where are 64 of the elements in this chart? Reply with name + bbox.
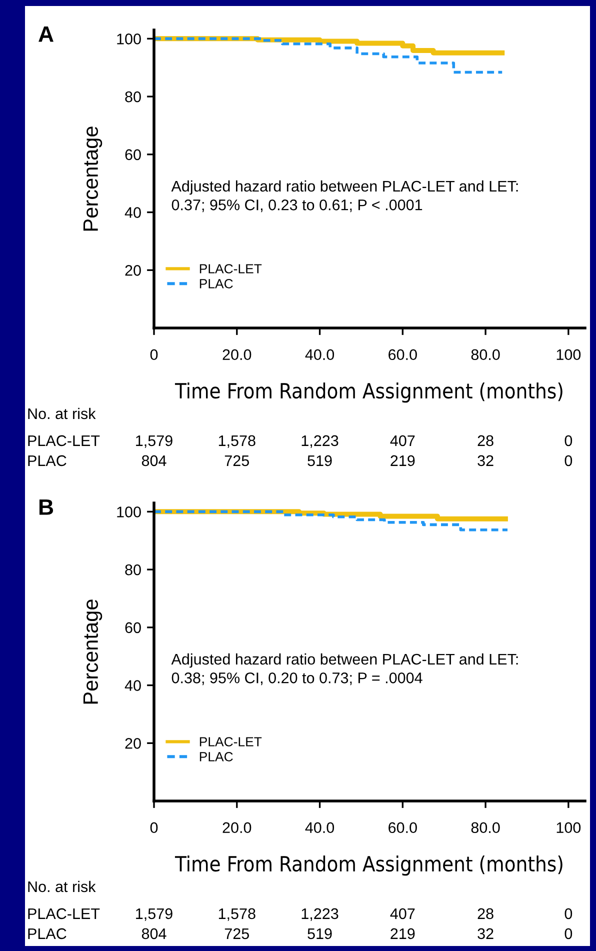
text: 28 bbox=[478, 908, 494, 920]
text: 519 bbox=[308, 455, 332, 466]
x-tick-label: 20.0 bbox=[222, 822, 252, 834]
x-tick-label: 80.0 bbox=[471, 822, 500, 834]
text: 1,578 bbox=[218, 435, 256, 448]
text: 1,223 bbox=[302, 908, 338, 921]
legend-label: PLAC bbox=[200, 752, 233, 762]
legend-label: PLAC bbox=[200, 279, 233, 288]
text: PLAC-LET bbox=[28, 435, 100, 446]
y-tick-label: 60 bbox=[125, 149, 141, 160]
text: 219 bbox=[390, 455, 415, 466]
y-tick-label: 100 bbox=[117, 506, 141, 518]
text: 1,579 bbox=[136, 435, 172, 448]
text: 219 bbox=[390, 928, 415, 940]
y-tick-label: 80 bbox=[125, 564, 141, 576]
x-tick-label: 20.0 bbox=[222, 349, 252, 360]
text: 804 bbox=[142, 455, 166, 466]
x-tick-label: 80.0 bbox=[471, 349, 500, 360]
text: 1,579 bbox=[136, 908, 172, 921]
text: 28 bbox=[478, 435, 494, 446]
text: 1,578 bbox=[218, 908, 256, 921]
text: 32 bbox=[478, 455, 494, 466]
text: 1,223 bbox=[302, 435, 338, 448]
x-tick-label: 0 bbox=[150, 822, 158, 834]
text: No. at risk bbox=[28, 408, 96, 420]
x-axis-title: Time From Random Assignment (months) bbox=[174, 382, 562, 403]
text: 407 bbox=[390, 435, 415, 446]
y-tick-label: 20 bbox=[125, 265, 141, 276]
text: PLAC bbox=[28, 455, 66, 466]
y-tick-label: 40 bbox=[124, 207, 141, 218]
text: 804 bbox=[142, 928, 166, 940]
legend-label: PLAC-LET bbox=[200, 737, 262, 746]
text: 725 bbox=[224, 928, 249, 940]
x-tick-label: 100 bbox=[556, 349, 581, 360]
y-tick-label: 80 bbox=[125, 91, 141, 102]
text: 0 bbox=[564, 928, 572, 940]
chart-title: A bbox=[38, 26, 54, 42]
y-tick-label: 20 bbox=[125, 738, 141, 749]
x-tick-label: 0 bbox=[150, 349, 158, 360]
text: 725 bbox=[224, 455, 249, 466]
annotation: Adjusted hazard ratio between PLAC-LET and LET: 0.37; 95% CI, 0.23 to 0.61; P < .0001 bbox=[171, 180, 518, 212]
y-tick-label: 40 bbox=[124, 680, 141, 691]
text: No. at risk bbox=[28, 880, 96, 892]
x-tick-label: 60.0 bbox=[388, 822, 417, 834]
x-axis-title: Time From Random Assignment (months) bbox=[174, 856, 562, 876]
text: PLAC bbox=[28, 928, 66, 940]
text: 0 bbox=[564, 435, 572, 446]
text: 519 bbox=[308, 928, 332, 940]
text: 32 bbox=[478, 928, 494, 940]
y-axis-title: Percentage bbox=[83, 126, 102, 231]
x-tick-label: 40.0 bbox=[305, 822, 334, 834]
x-tick-label: 60.0 bbox=[388, 349, 417, 360]
y-axis-title: Percentage bbox=[83, 600, 102, 704]
x-tick-label: 100 bbox=[556, 822, 581, 834]
y-tick-label: 60 bbox=[125, 622, 141, 634]
text: 0 bbox=[564, 908, 572, 920]
text: 407 bbox=[390, 908, 415, 920]
chart-title: B bbox=[39, 499, 54, 515]
legend-label: PLAC-LET bbox=[200, 264, 262, 274]
annotation: Adjusted hazard ratio between PLAC-LET and LET: 0.38; 95% CI, 0.20 to 0.73; P = .0004 bbox=[171, 653, 518, 686]
y-tick-label: 100 bbox=[117, 34, 141, 44]
text: 0 bbox=[564, 455, 572, 466]
x-tick-label: 40.0 bbox=[305, 349, 334, 360]
text: PLAC-LET bbox=[28, 908, 100, 920]
